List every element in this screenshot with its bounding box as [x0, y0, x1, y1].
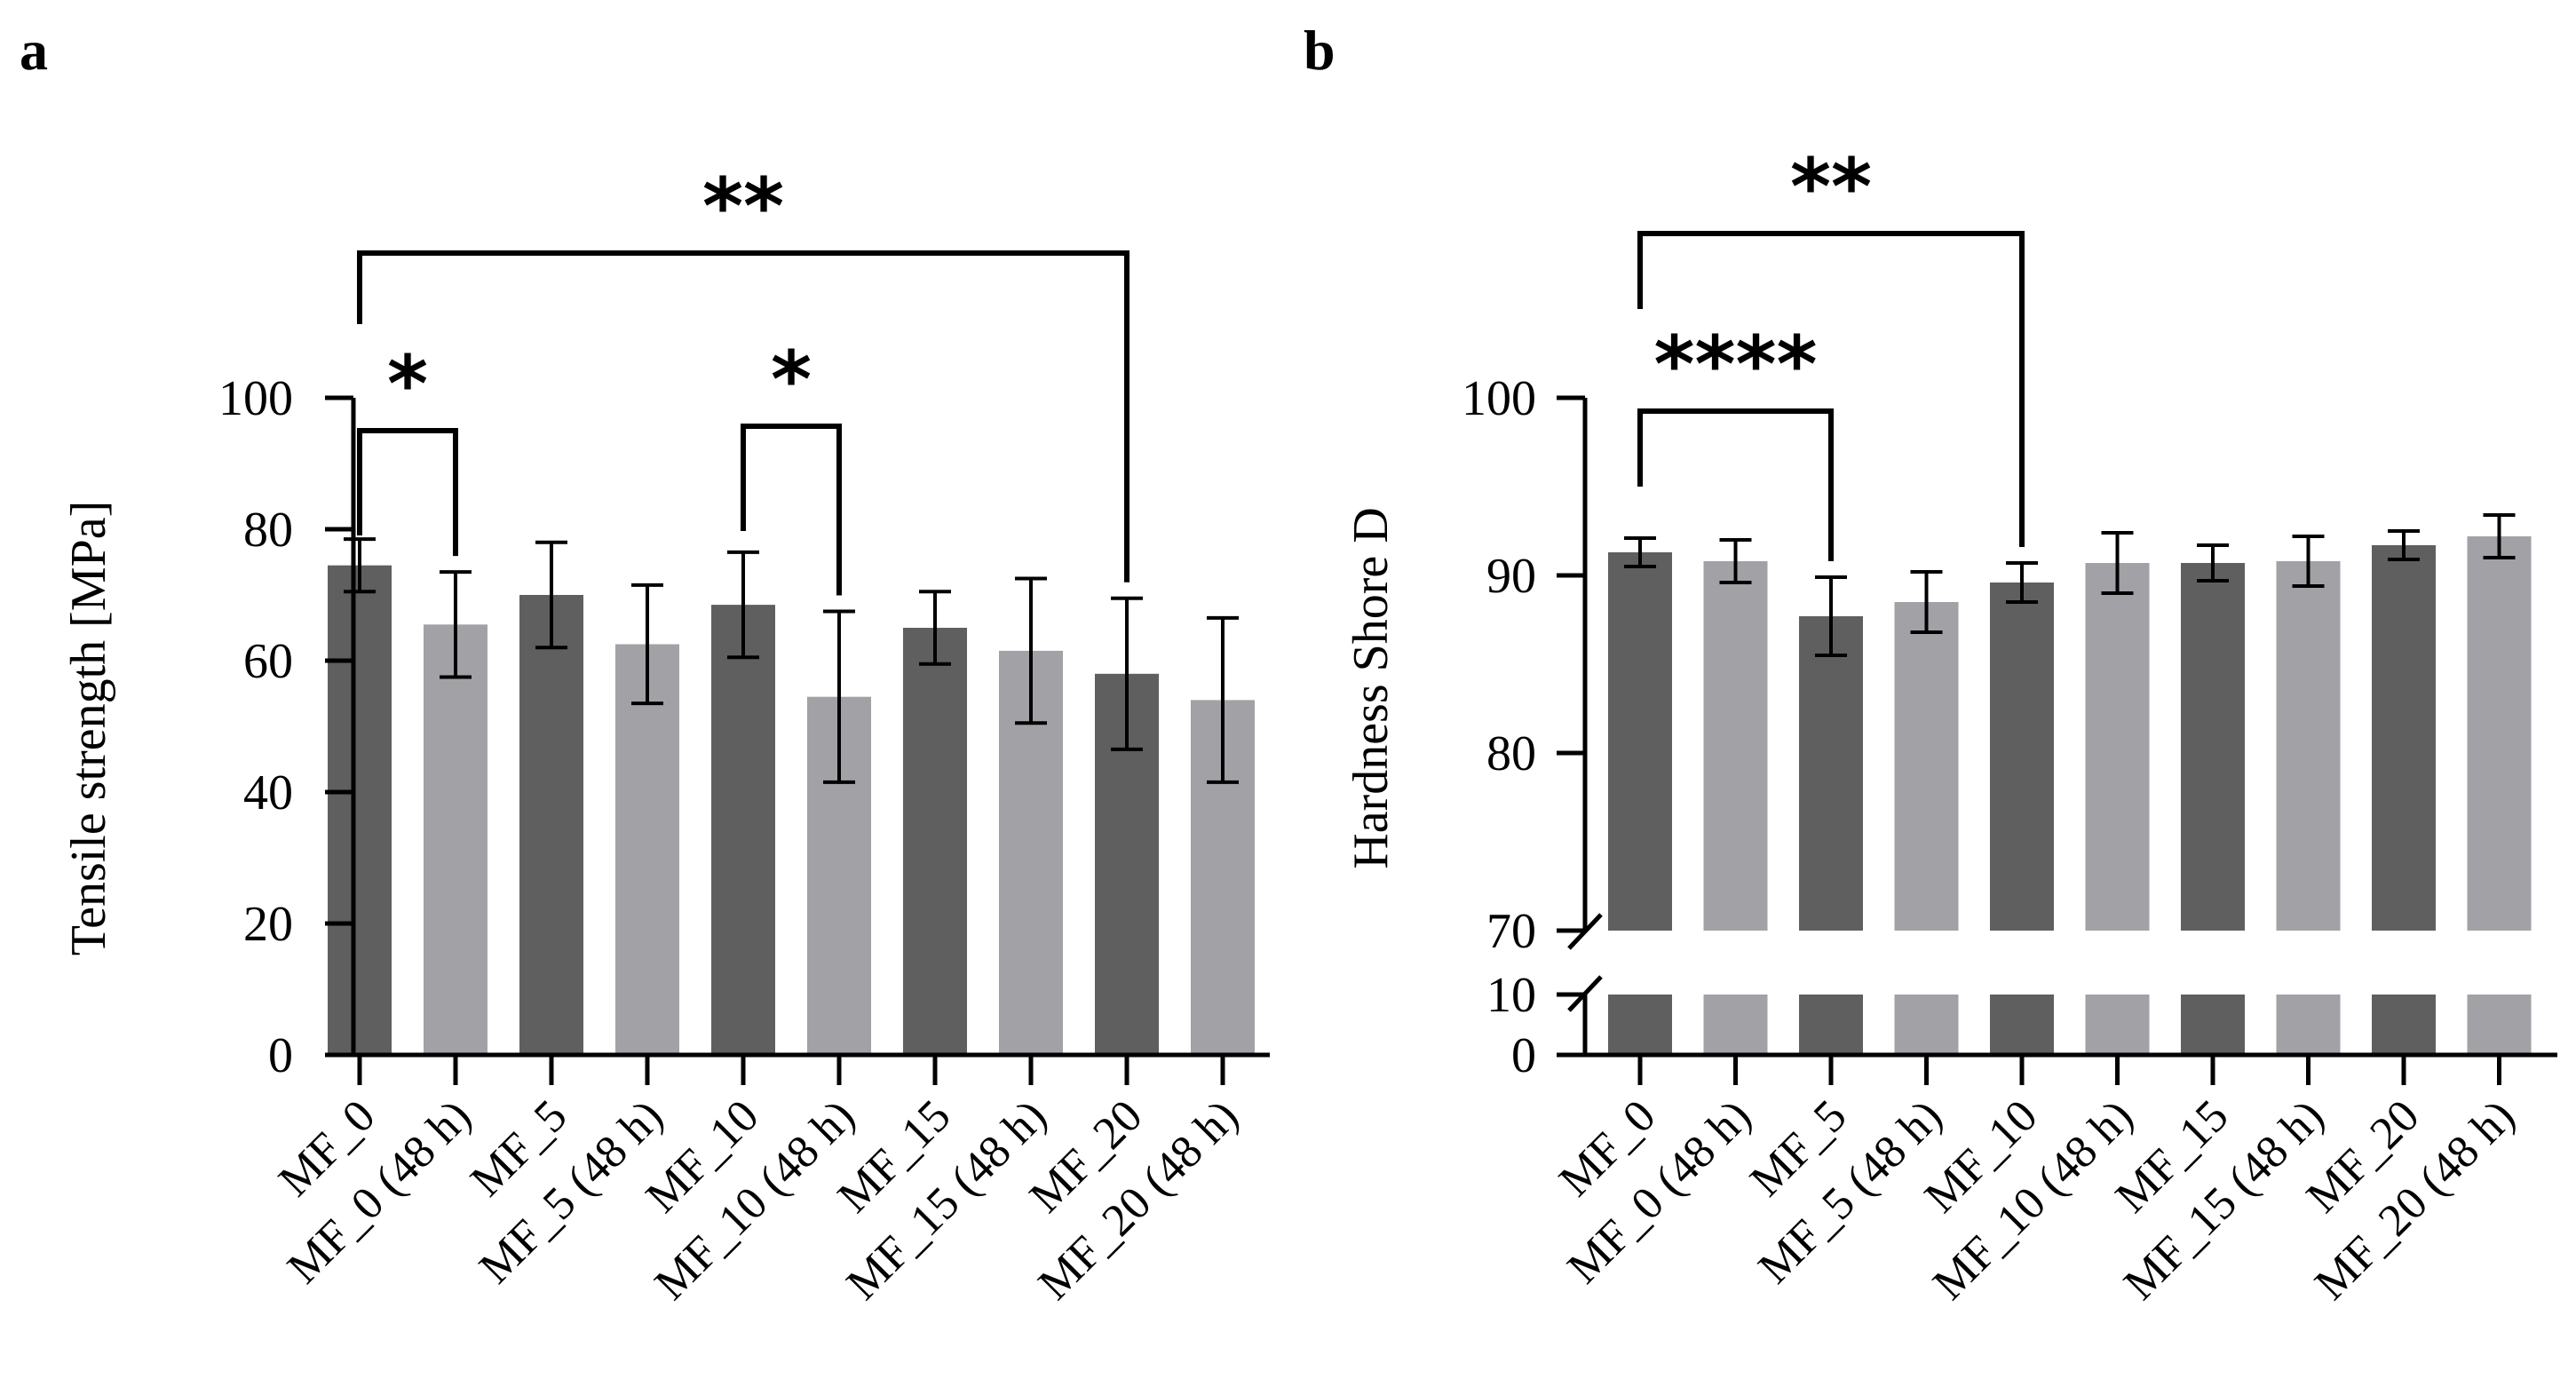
- y-tick-label-a-0: 0: [268, 1028, 293, 1083]
- bar-b-8: [2372, 545, 2436, 931]
- bar-b-4: [1990, 583, 2054, 931]
- bar-lower-b-1: [1703, 995, 1768, 1055]
- y-tick-label-b-1: 10: [1486, 968, 1536, 1023]
- bar-b-0: [1608, 552, 1672, 931]
- bar-lower-b-6: [2181, 995, 2245, 1055]
- y-tick-label-a-4: 80: [243, 503, 293, 558]
- bar-lower-b-9: [2467, 995, 2532, 1055]
- bar-lower-b-3: [1894, 995, 1959, 1055]
- significance-label-a-0: *: [387, 338, 428, 430]
- y-axis-title-a: Tensile strength [MPa]: [61, 501, 116, 955]
- y-tick-label-a-5: 100: [218, 371, 293, 426]
- bar-b-7: [2276, 561, 2341, 931]
- bar-lower-b-4: [1990, 995, 2054, 1055]
- bar-lower-b-8: [2372, 995, 2436, 1055]
- panel-letter-a: a: [20, 19, 48, 82]
- y-tick-label-b-2: 70: [1486, 904, 1536, 959]
- y-tick-label-b-5: 100: [1462, 371, 1536, 426]
- bar-lower-b-0: [1608, 995, 1672, 1055]
- y-tick-label-b-4: 90: [1486, 549, 1536, 604]
- y-tick-label-a-2: 40: [243, 765, 293, 820]
- bar-a-6: [903, 628, 967, 1055]
- bar-b-5: [2085, 563, 2150, 931]
- significance-bracket-a-1: [741, 424, 842, 596]
- bar-lower-b-7: [2276, 995, 2341, 1055]
- significance-label-a-2: **: [702, 161, 784, 252]
- significance-label-a-1: *: [771, 334, 812, 425]
- panel-letter-b: b: [1304, 19, 1336, 82]
- y-tick-label-a-1: 20: [243, 897, 293, 952]
- y-tick-label-b-0: 0: [1511, 1028, 1536, 1083]
- significance-bracket-b-1: [1637, 231, 2025, 547]
- significance-bracket-a-0: [357, 428, 458, 557]
- significance-label-b-1: **: [1790, 141, 1872, 233]
- bar-a-2: [519, 595, 583, 1055]
- y-axis-title-b: Hardness Shore D: [1343, 507, 1399, 868]
- bar-lower-b-2: [1799, 995, 1863, 1055]
- bar-a-0: [328, 565, 392, 1055]
- bar-b-1: [1703, 561, 1768, 931]
- bar-a-1: [424, 624, 487, 1055]
- significance-bracket-b-0: [1637, 408, 1834, 561]
- y-tick-label-a-3: 60: [243, 634, 293, 689]
- bar-b-3: [1894, 602, 1959, 931]
- bar-b-9: [2467, 536, 2532, 931]
- significance-bracket-a-2: [357, 250, 1129, 583]
- significance-label-b-0: ****: [1653, 319, 1817, 410]
- bar-b-6: [2181, 563, 2245, 931]
- bar-b-2: [1799, 616, 1863, 931]
- bar-lower-b-5: [2085, 995, 2150, 1055]
- y-tick-label-b-3: 80: [1486, 726, 1536, 781]
- bar-a-4: [711, 605, 775, 1055]
- bar-a-3: [615, 644, 679, 1055]
